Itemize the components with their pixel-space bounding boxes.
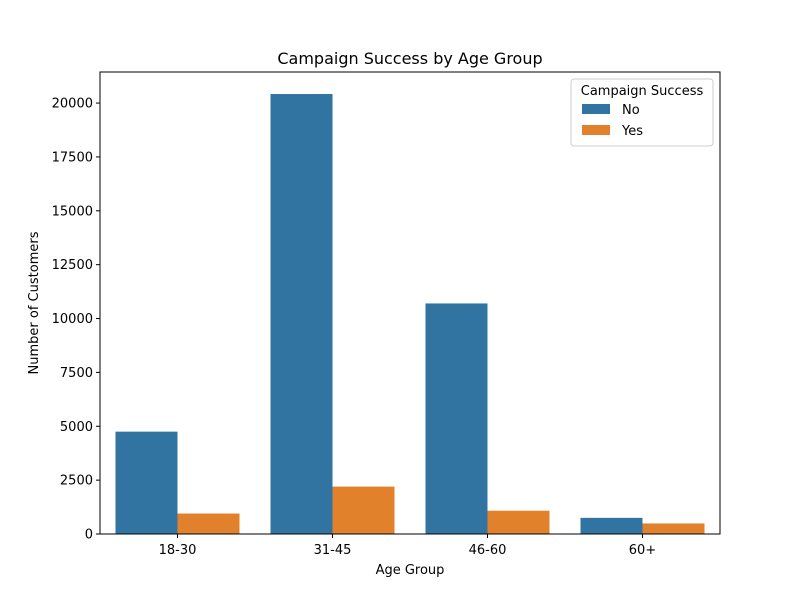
chart-title: Campaign Success by Age Group <box>277 49 542 68</box>
legend-swatch-no <box>582 104 610 114</box>
legend-title: Campaign Success <box>581 84 704 99</box>
y-tick-label: 12500 <box>52 258 93 273</box>
x-axis-title: Age Group <box>376 563 445 578</box>
bar-yes-60+ <box>642 523 705 534</box>
y-tick-label: 2500 <box>60 474 93 489</box>
bar-no-18-30 <box>115 431 178 534</box>
legend-label-no: No <box>622 103 640 118</box>
bar-no-60+ <box>580 517 643 534</box>
x-tick-label: 31-45 <box>314 543 352 558</box>
bar-no-46-60 <box>425 303 488 534</box>
y-tick-label: 17500 <box>52 150 93 165</box>
bars-group <box>115 94 705 535</box>
y-tick-label: 0 <box>85 528 93 543</box>
y-tick-label: 7500 <box>60 366 93 381</box>
bar-yes-46-60 <box>487 510 550 534</box>
y-tick-label: 10000 <box>52 312 93 327</box>
legend-swatch-yes <box>582 125 610 135</box>
x-tick-label: 46-60 <box>469 543 507 558</box>
y-tick-label: 15000 <box>52 204 93 219</box>
bar-yes-18-30 <box>177 513 240 534</box>
x-axis: 18-30 31-45 46-60 60+ <box>159 534 656 558</box>
y-tick-label: 20000 <box>52 97 93 112</box>
y-tick-label: 5000 <box>60 420 93 435</box>
y-axis: 0 2500 5000 7500 10000 12500 15000 17500 20000 <box>52 97 100 543</box>
bar-yes-31-45 <box>332 486 395 534</box>
x-tick-label: 60+ <box>629 543 656 558</box>
legend: Campaign Success No Yes <box>570 78 714 147</box>
plot-frame <box>99 71 721 535</box>
y-axis-title: Number of Customers <box>27 231 42 374</box>
x-tick-label: 18-30 <box>159 543 197 558</box>
bar-no-31-45 <box>270 94 333 535</box>
legend-label-yes: Yes <box>621 124 643 139</box>
